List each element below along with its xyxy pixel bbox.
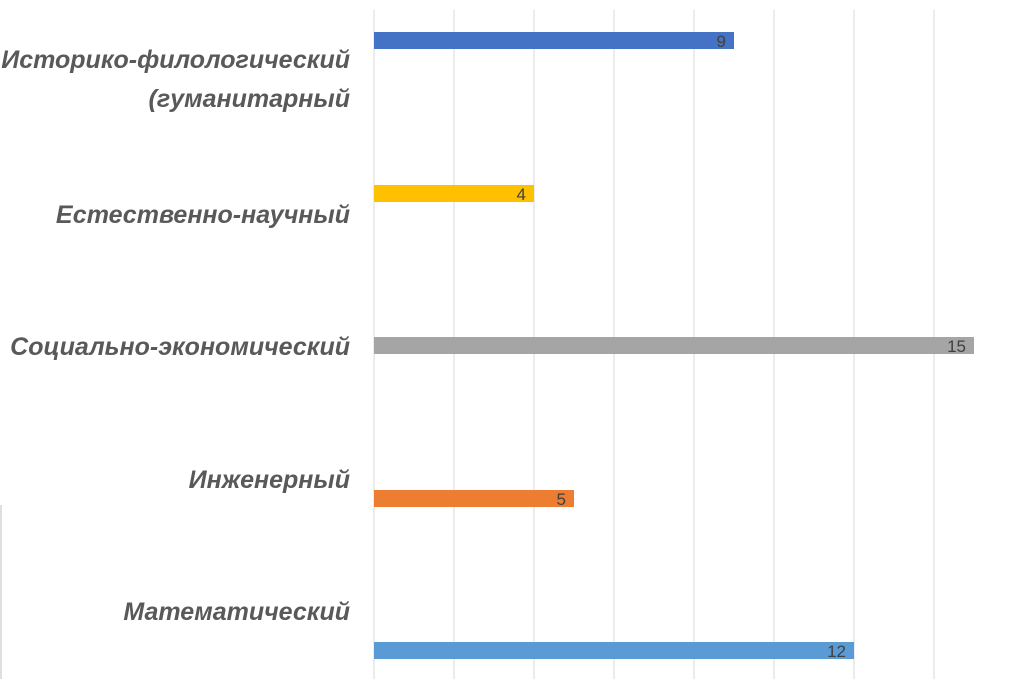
value-labels: 9 4 15 5 12 <box>517 32 966 661</box>
category-labels: Историко-филологический (гуманитарный Есте… <box>1 46 350 626</box>
data-label-4: 5 <box>557 490 566 509</box>
data-label-2: 4 <box>517 185 526 204</box>
category-label-5: Математический <box>123 598 350 626</box>
data-label-1: 9 <box>717 32 726 51</box>
bar-4 <box>374 490 574 507</box>
category-label-1-line-2: (гуманитарный <box>149 85 350 113</box>
category-label-3: Социально-экономический <box>10 333 350 361</box>
bar-1 <box>374 32 734 49</box>
bars <box>374 32 974 659</box>
bar-5 <box>374 642 854 659</box>
bar-3 <box>374 337 974 354</box>
category-label-2: Естественно-научный <box>56 201 350 229</box>
category-label-4: Инженерный <box>189 466 350 494</box>
data-label-3: 15 <box>947 337 966 356</box>
data-label-5: 12 <box>827 642 846 661</box>
category-label-1-line-1: Историко-филологический <box>1 46 350 74</box>
bar-2 <box>374 185 534 202</box>
